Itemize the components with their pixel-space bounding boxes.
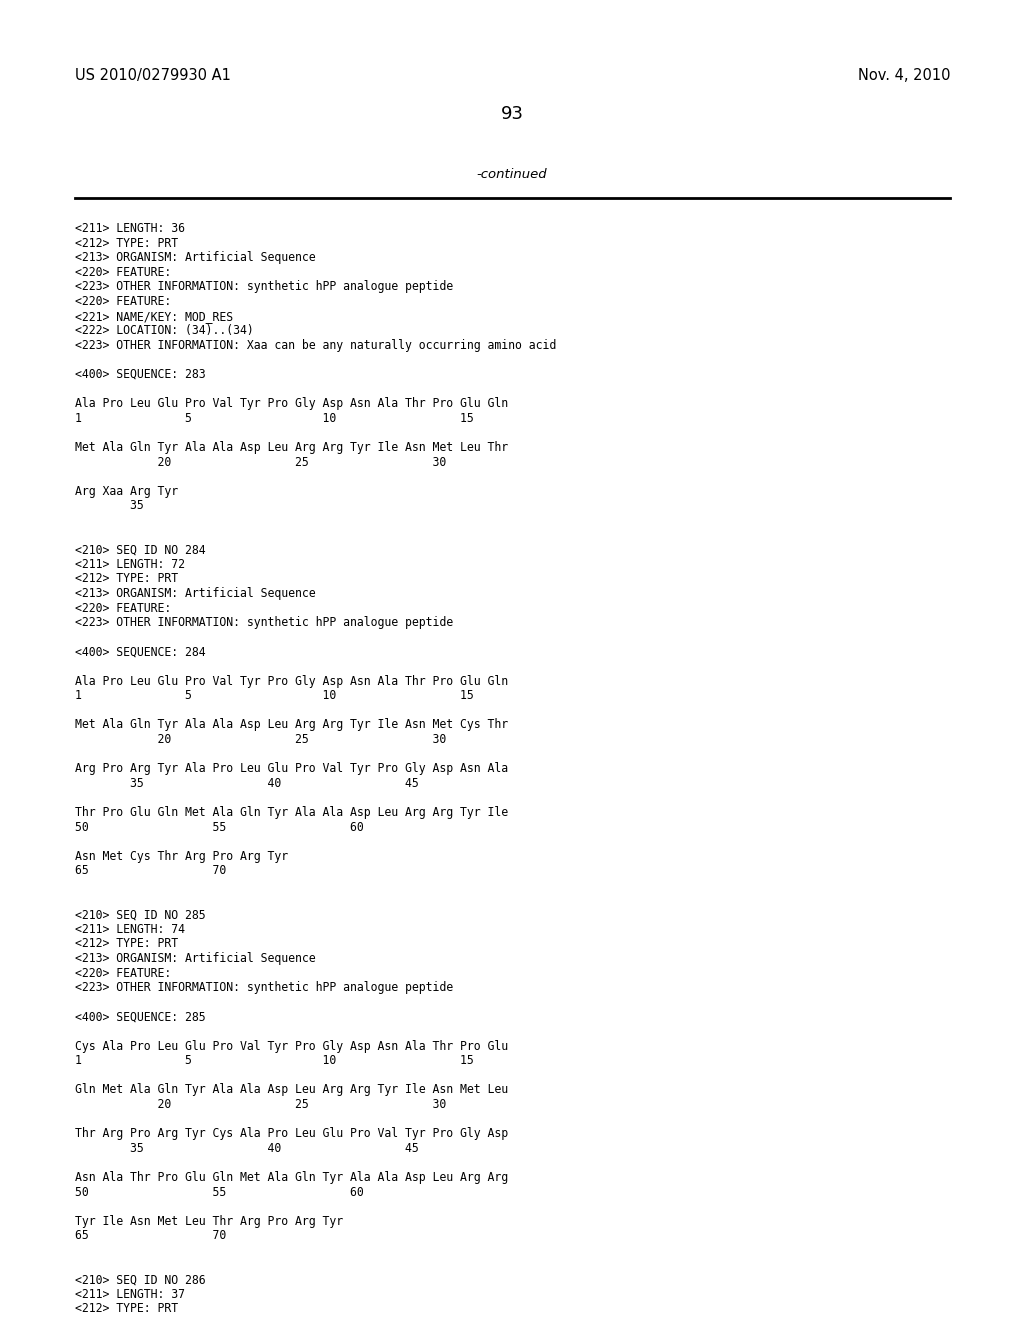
Text: <212> TYPE: PRT: <212> TYPE: PRT [75,236,178,249]
Text: 20                  25                  30: 20 25 30 [75,455,446,469]
Text: <211> LENGTH: 72: <211> LENGTH: 72 [75,558,185,570]
Text: Cys Ala Pro Leu Glu Pro Val Tyr Pro Gly Asp Asn Ala Thr Pro Glu: Cys Ala Pro Leu Glu Pro Val Tyr Pro Gly … [75,1040,508,1052]
Text: <213> ORGANISM: Artificial Sequence: <213> ORGANISM: Artificial Sequence [75,952,315,965]
Text: <223> OTHER INFORMATION: synthetic hPP analogue peptide: <223> OTHER INFORMATION: synthetic hPP a… [75,616,454,630]
Text: 1               5                   10                  15: 1 5 10 15 [75,412,474,425]
Text: 65                  70: 65 70 [75,1229,226,1242]
Text: <220> FEATURE:: <220> FEATURE: [75,265,171,279]
Text: <211> LENGTH: 74: <211> LENGTH: 74 [75,923,185,936]
Text: 35: 35 [75,499,143,512]
Text: Thr Pro Glu Gln Met Ala Gln Tyr Ala Ala Asp Leu Arg Arg Tyr Ile: Thr Pro Glu Gln Met Ala Gln Tyr Ala Ala … [75,807,508,818]
Text: Arg Xaa Arg Tyr: Arg Xaa Arg Tyr [75,484,178,498]
Text: <210> SEQ ID NO 284: <210> SEQ ID NO 284 [75,544,206,556]
Text: <211> LENGTH: 36: <211> LENGTH: 36 [75,222,185,235]
Text: 50                  55                  60: 50 55 60 [75,821,364,834]
Text: 35                  40                  45: 35 40 45 [75,776,419,789]
Text: Tyr Ile Asn Met Leu Thr Arg Pro Arg Tyr: Tyr Ile Asn Met Leu Thr Arg Pro Arg Tyr [75,1214,343,1228]
Text: <210> SEQ ID NO 285: <210> SEQ ID NO 285 [75,908,206,921]
Text: 1               5                   10                  15: 1 5 10 15 [75,1055,474,1067]
Text: <223> OTHER INFORMATION: Xaa can be any naturally occurring amino acid: <223> OTHER INFORMATION: Xaa can be any … [75,339,556,352]
Text: Met Ala Gln Tyr Ala Ala Asp Leu Arg Arg Tyr Ile Asn Met Cys Thr: Met Ala Gln Tyr Ala Ala Asp Leu Arg Arg … [75,718,508,731]
Text: Ala Pro Leu Glu Pro Val Tyr Pro Gly Asp Asn Ala Thr Pro Glu Gln: Ala Pro Leu Glu Pro Val Tyr Pro Gly Asp … [75,675,508,688]
Text: <220> FEATURE:: <220> FEATURE: [75,294,171,308]
Text: Ala Pro Leu Glu Pro Val Tyr Pro Gly Asp Asn Ala Thr Pro Glu Gln: Ala Pro Leu Glu Pro Val Tyr Pro Gly Asp … [75,397,508,411]
Text: <223> OTHER INFORMATION: synthetic hPP analogue peptide: <223> OTHER INFORMATION: synthetic hPP a… [75,981,454,994]
Text: <212> TYPE: PRT: <212> TYPE: PRT [75,937,178,950]
Text: 65                  70: 65 70 [75,865,226,878]
Text: <400> SEQUENCE: 284: <400> SEQUENCE: 284 [75,645,206,659]
Text: 20                  25                  30: 20 25 30 [75,1098,446,1111]
Text: 93: 93 [501,106,523,123]
Text: 1               5                   10                  15: 1 5 10 15 [75,689,474,702]
Text: <400> SEQUENCE: 285: <400> SEQUENCE: 285 [75,1010,206,1023]
Text: <222> LOCATION: (34)..(34): <222> LOCATION: (34)..(34) [75,325,254,337]
Text: Gln Met Ala Gln Tyr Ala Ala Asp Leu Arg Arg Tyr Ile Asn Met Leu: Gln Met Ala Gln Tyr Ala Ala Asp Leu Arg … [75,1084,508,1097]
Text: <213> ORGANISM: Artificial Sequence: <213> ORGANISM: Artificial Sequence [75,587,315,601]
Text: Asn Met Cys Thr Arg Pro Arg Tyr: Asn Met Cys Thr Arg Pro Arg Tyr [75,850,288,863]
Text: <223> OTHER INFORMATION: synthetic hPP analogue peptide: <223> OTHER INFORMATION: synthetic hPP a… [75,280,454,293]
Text: <210> SEQ ID NO 286: <210> SEQ ID NO 286 [75,1274,206,1286]
Text: -continued: -continued [477,168,547,181]
Text: <400> SEQUENCE: 283: <400> SEQUENCE: 283 [75,368,206,381]
Text: <212> TYPE: PRT: <212> TYPE: PRT [75,1303,178,1316]
Text: Met Ala Gln Tyr Ala Ala Asp Leu Arg Arg Tyr Ile Asn Met Leu Thr: Met Ala Gln Tyr Ala Ala Asp Leu Arg Arg … [75,441,508,454]
Text: 35                  40                  45: 35 40 45 [75,1142,419,1155]
Text: <220> FEATURE:: <220> FEATURE: [75,602,171,615]
Text: <212> TYPE: PRT: <212> TYPE: PRT [75,573,178,585]
Text: <211> LENGTH: 37: <211> LENGTH: 37 [75,1288,185,1300]
Text: 20                  25                  30: 20 25 30 [75,733,446,746]
Text: Thr Arg Pro Arg Tyr Cys Ala Pro Leu Glu Pro Val Tyr Pro Gly Asp: Thr Arg Pro Arg Tyr Cys Ala Pro Leu Glu … [75,1127,508,1140]
Text: Asn Ala Thr Pro Glu Gln Met Ala Gln Tyr Ala Ala Asp Leu Arg Arg: Asn Ala Thr Pro Glu Gln Met Ala Gln Tyr … [75,1171,508,1184]
Text: Arg Pro Arg Tyr Ala Pro Leu Glu Pro Val Tyr Pro Gly Asp Asn Ala: Arg Pro Arg Tyr Ala Pro Leu Glu Pro Val … [75,762,508,775]
Text: 50                  55                  60: 50 55 60 [75,1185,364,1199]
Text: US 2010/0279930 A1: US 2010/0279930 A1 [75,69,230,83]
Text: Nov. 4, 2010: Nov. 4, 2010 [857,69,950,83]
Text: <221> NAME/KEY: MOD_RES: <221> NAME/KEY: MOD_RES [75,310,233,322]
Text: <213> ORGANISM: Artificial Sequence: <213> ORGANISM: Artificial Sequence [75,251,315,264]
Text: <220> FEATURE:: <220> FEATURE: [75,966,171,979]
